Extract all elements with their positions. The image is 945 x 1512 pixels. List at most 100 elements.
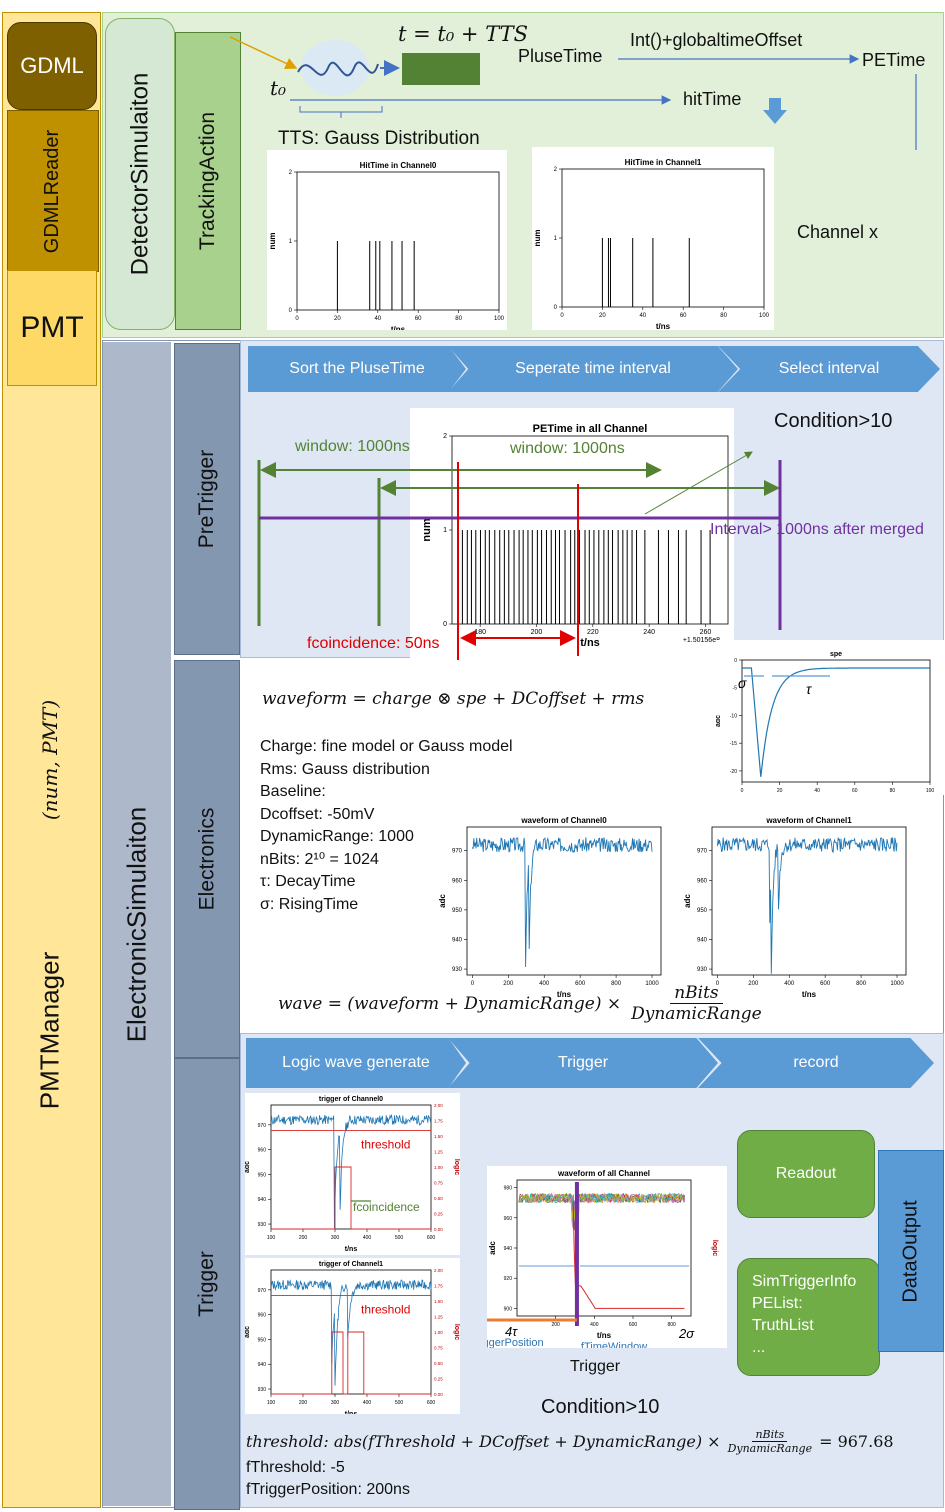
x-tick-label: 0: [560, 313, 564, 319]
y-tick-label: 970: [258, 1288, 267, 1294]
logic-tick: 0.25: [434, 1212, 443, 1217]
window-label-1: window: 1000ns: [295, 438, 410, 455]
y-tick-label: 930: [258, 1387, 267, 1393]
param-dynamic-range: DynamicRange: 1000: [260, 828, 414, 845]
fthreshold-label: fThreshold: -5: [246, 1459, 345, 1476]
param-rms: Rms: Gauss distribution: [260, 760, 430, 778]
pe-list: PEList:: [752, 1295, 803, 1312]
logic-tick: 1.75: [434, 1284, 443, 1289]
x-tick-label: 260: [700, 629, 712, 636]
x-axis-label: t/ns: [557, 990, 572, 999]
y-tick-label: 0: [443, 621, 447, 628]
tracking-action-box: TrackingAction: [175, 32, 241, 330]
sigma2-label: 2σ: [678, 1326, 695, 1341]
x-tick-label: 400: [363, 1235, 372, 1241]
x-axis-label: t/ns: [391, 325, 406, 330]
y-tick-label: 960: [452, 878, 463, 884]
x-axis-label: t/ns: [345, 1246, 358, 1253]
logic-axis-label: logic: [711, 1240, 718, 1256]
logic-tick: 0.00: [434, 1227, 443, 1232]
param-sigma: σ: RisingTime: [260, 895, 359, 913]
pmt-label: PMT: [20, 311, 84, 344]
plot-frame: [466, 826, 662, 976]
logic-tick: 1.50: [434, 1134, 443, 1139]
x-tick-label: 600: [820, 981, 831, 987]
y-tick-label: 970: [452, 849, 463, 855]
x-tick-label: 40: [639, 313, 646, 319]
data-output-box: DataOutput: [878, 1150, 944, 1352]
hit-time-plot-0: HitTime in Channel0 t/ns num 0 20 40 60 80 100 0 1…: [267, 150, 507, 334]
plot-frame: [711, 826, 907, 976]
logic-tick: 0.00: [434, 1392, 443, 1397]
x-axis-label: t/ns: [656, 322, 671, 330]
x-tick-label: 500: [395, 1235, 404, 1241]
eq-t: t = t₀ + TTS: [398, 22, 528, 46]
x-tick-label: 200: [748, 981, 759, 987]
waveform-line: [716, 836, 898, 974]
x-tick-label: 0: [741, 788, 744, 794]
y-axis-label: adc: [488, 1241, 497, 1255]
gdml-reader-box: GDMLReader: [7, 110, 99, 272]
x-tick-label: 240: [643, 629, 655, 636]
y-axis-label: adc: [245, 1326, 251, 1338]
plot-frame: [741, 659, 931, 783]
chevron-sort: Sort the PluseTime: [248, 346, 466, 392]
x-tick-label: 100: [494, 316, 505, 322]
gdml-reader-label: GDMLReader: [41, 129, 64, 253]
x-tick-label: 80: [455, 316, 462, 322]
params-list: Charge: fine model or Gauss model Rms: G…: [260, 736, 513, 916]
y-tick-label: 920: [504, 1276, 513, 1282]
logic-axis-label: logic: [453, 1159, 460, 1175]
y-tick-label: 950: [258, 1337, 267, 1343]
logic-tick: 1.25: [434, 1150, 443, 1155]
window-label-2: window: 1000ns: [510, 440, 625, 457]
y-tick-label: 960: [697, 878, 708, 884]
hit-time-label: hitTime: [683, 89, 742, 109]
y-axis-label: adc: [683, 894, 692, 908]
x-tick-label: 600: [629, 1322, 638, 1328]
channel-waveform: [518, 1192, 685, 1228]
condition-label: Condition>10: [774, 410, 893, 432]
offset-label: +1.50156e8: [683, 637, 720, 644]
int-offset-label: Int()+globaltimeOffset: [630, 30, 803, 50]
waveform-plot-0: waveform of Channel0 t/ns adc 0 200 400 600 800…: [435, 805, 675, 1000]
y-tick-label: 2: [554, 167, 558, 173]
y-axis-label: adc: [438, 894, 447, 908]
truth-list: TruthList: [752, 1317, 814, 1334]
pretrigger-overlay: [257, 451, 782, 660]
tts-cloud: [301, 40, 369, 96]
pe-time-label: PETime: [862, 50, 926, 70]
logic-tick: 0.25: [434, 1377, 443, 1382]
x-tick-label: 400: [363, 1400, 372, 1406]
y-tick-label: 940: [504, 1246, 513, 1252]
waveform-equation: waveform = charge ⊗ spe + DCoffset + rms: [262, 689, 645, 709]
y-tick-label: 940: [258, 1362, 267, 1368]
logic-tick: 1.50: [434, 1299, 443, 1304]
x-tick-label: 200: [503, 981, 514, 987]
tts-wave: [297, 61, 379, 77]
x-tick-label: 60: [680, 313, 687, 319]
trigger-waveform: [270, 1113, 432, 1229]
y-tick-label: 940: [697, 937, 708, 943]
x-tick-label: 400: [539, 981, 550, 987]
plot-title: waveform of Channel1: [765, 816, 852, 825]
detector-sim-panel: [102, 12, 944, 338]
x-tick-label: 100: [759, 313, 770, 319]
chevron-separate: Seperate time interval: [448, 346, 738, 392]
threshold-equation: threshold: abs(fThreshold + DCoffset + D…: [246, 1428, 894, 1455]
y-tick-label: 1: [289, 239, 293, 245]
x-tick-label: 600: [427, 1400, 436, 1406]
plot-title: trigger of Channel1: [319, 1261, 383, 1268]
down-arrow-icon: [763, 98, 787, 124]
condition-label-2: Condition>10: [541, 1396, 660, 1418]
tau-label: τ: [806, 681, 812, 697]
y-tick-label: -10: [730, 713, 737, 719]
y-tick-label: 930: [697, 967, 708, 973]
plot-title: waveform of Channel0: [520, 816, 607, 825]
pulse-time-label: PluseTime: [518, 46, 603, 66]
y-tick-label: 1: [554, 236, 558, 242]
pmt-manager-text: PMTManager: [34, 951, 65, 1109]
plot-frame: [296, 171, 500, 311]
sim-trigger-info: SimTriggerInfo: [752, 1273, 857, 1290]
y-tick-label: 960: [258, 1148, 267, 1154]
